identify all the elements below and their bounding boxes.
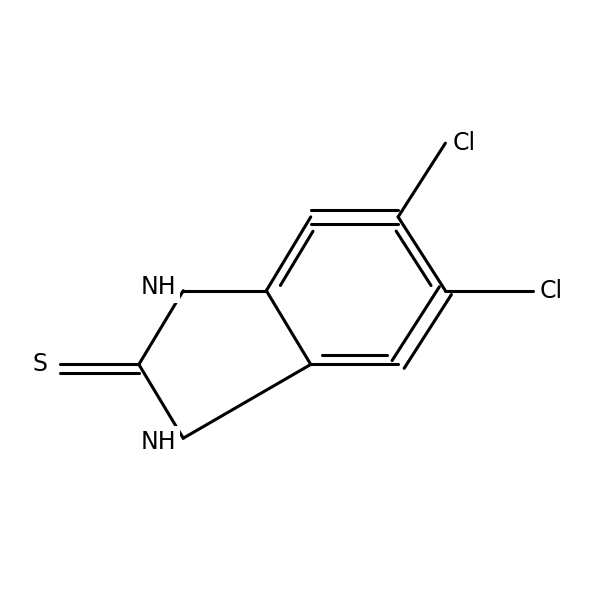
Text: S: S <box>32 352 47 376</box>
Text: Cl: Cl <box>452 131 476 155</box>
Text: NH: NH <box>140 275 176 299</box>
Text: Cl: Cl <box>540 278 563 302</box>
Text: NH: NH <box>140 430 176 454</box>
